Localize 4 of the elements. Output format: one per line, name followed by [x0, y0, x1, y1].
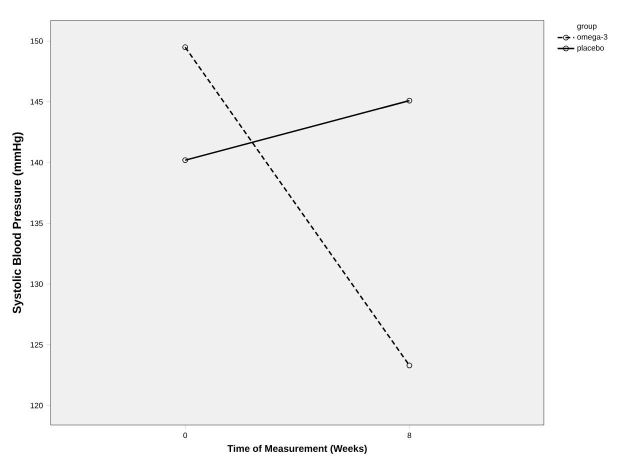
point [182, 44, 188, 50]
y-axis-title: Systolic Blood Pressure (mmHg) [12, 132, 24, 314]
x-axis-title: Time of Measurement (Weeks) [227, 444, 367, 454]
point [406, 362, 412, 368]
